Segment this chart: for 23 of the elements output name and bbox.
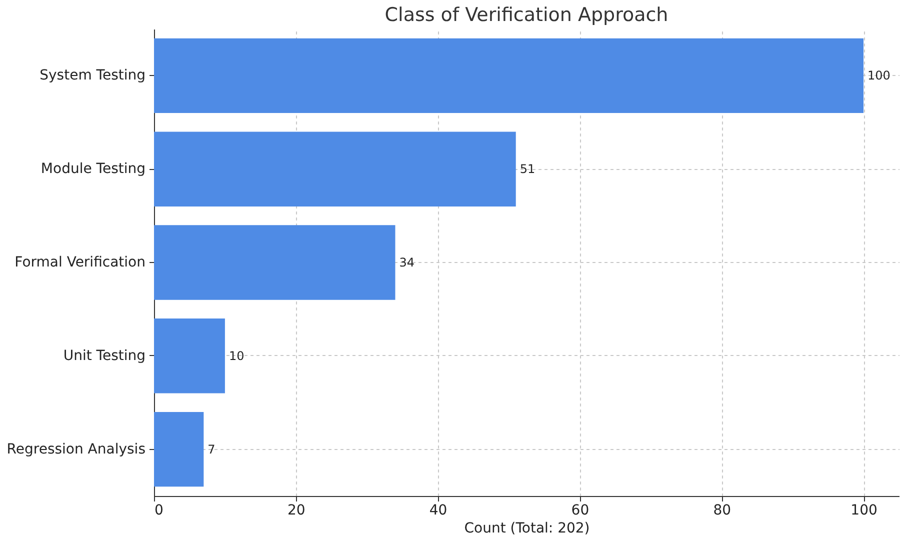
chart-title: Class of Verification Approach [384, 4, 668, 26]
data-label: 51 [520, 162, 536, 176]
bar [154, 38, 864, 114]
y-tick-label: Formal Verification [14, 254, 146, 270]
data-label: 10 [228, 348, 244, 363]
x-tick-label: 20 [287, 502, 306, 518]
data-label: 7 [208, 442, 216, 456]
y-tick-label: Module Testing [40, 161, 146, 178]
x-axis-title: Count (Total: 202) [464, 520, 590, 536]
data-label: 100 [868, 68, 890, 83]
x-tick-label: 40 [429, 502, 448, 518]
y-tick-label: Unit Testing [63, 348, 146, 364]
x-tick-label: 0 [154, 502, 164, 518]
x-tick-label: 80 [713, 502, 732, 518]
x-tick-label: 60 [571, 502, 590, 518]
bar [154, 318, 225, 394]
data-label: 34 [399, 256, 415, 270]
y-tick-label: System Testing [40, 68, 146, 84]
bar [154, 412, 204, 487]
bar [154, 225, 396, 300]
bar [154, 132, 516, 206]
x-tick-label: 100 [850, 502, 878, 518]
y-tick-label: Regression Analysis [6, 441, 146, 458]
